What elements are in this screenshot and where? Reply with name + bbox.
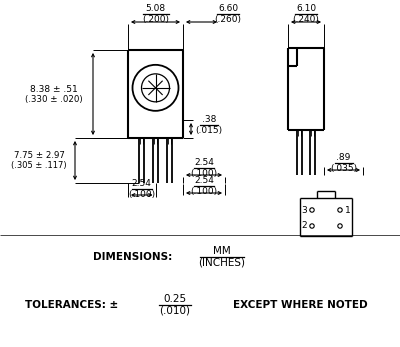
Text: 6.10: 6.10: [296, 5, 316, 14]
Text: .89: .89: [336, 153, 351, 162]
Text: (.260): (.260): [214, 15, 242, 24]
Text: (.100): (.100): [128, 189, 155, 198]
Text: 3: 3: [301, 205, 307, 214]
Text: 0.25: 0.25: [164, 294, 186, 304]
Text: 5.08: 5.08: [146, 5, 166, 14]
Text: (.240): (.240): [292, 15, 320, 24]
Text: (.100): (.100): [190, 169, 218, 178]
Text: 6.60: 6.60: [218, 5, 238, 14]
Text: MM: MM: [213, 246, 231, 256]
Text: (.305 ± .117): (.305 ± .117): [11, 161, 67, 170]
Text: TOLERANCES: ±: TOLERANCES: ±: [25, 300, 119, 310]
Text: 2.54: 2.54: [132, 179, 152, 188]
Text: DIMENSIONS:: DIMENSIONS:: [93, 252, 173, 262]
Text: (.330 ± .020): (.330 ± .020): [25, 94, 83, 103]
Text: 1: 1: [345, 205, 351, 214]
Text: EXCEPT WHERE NOTED: EXCEPT WHERE NOTED: [233, 300, 367, 310]
Text: 8.38 ± .51: 8.38 ± .51: [30, 85, 78, 93]
Text: (.100): (.100): [190, 187, 218, 196]
Text: (.010): (.010): [160, 306, 190, 316]
Text: .38: .38: [202, 116, 216, 125]
Text: 2.54: 2.54: [194, 177, 214, 185]
Text: 2: 2: [301, 221, 307, 230]
Text: (.200): (.200): [142, 15, 169, 24]
Text: 2.54: 2.54: [194, 159, 214, 168]
Text: (.035): (.035): [330, 163, 357, 172]
Text: (.015): (.015): [196, 126, 222, 135]
Text: 7.75 ± 2.97: 7.75 ± 2.97: [14, 151, 64, 160]
Text: (INCHES): (INCHES): [198, 257, 246, 268]
